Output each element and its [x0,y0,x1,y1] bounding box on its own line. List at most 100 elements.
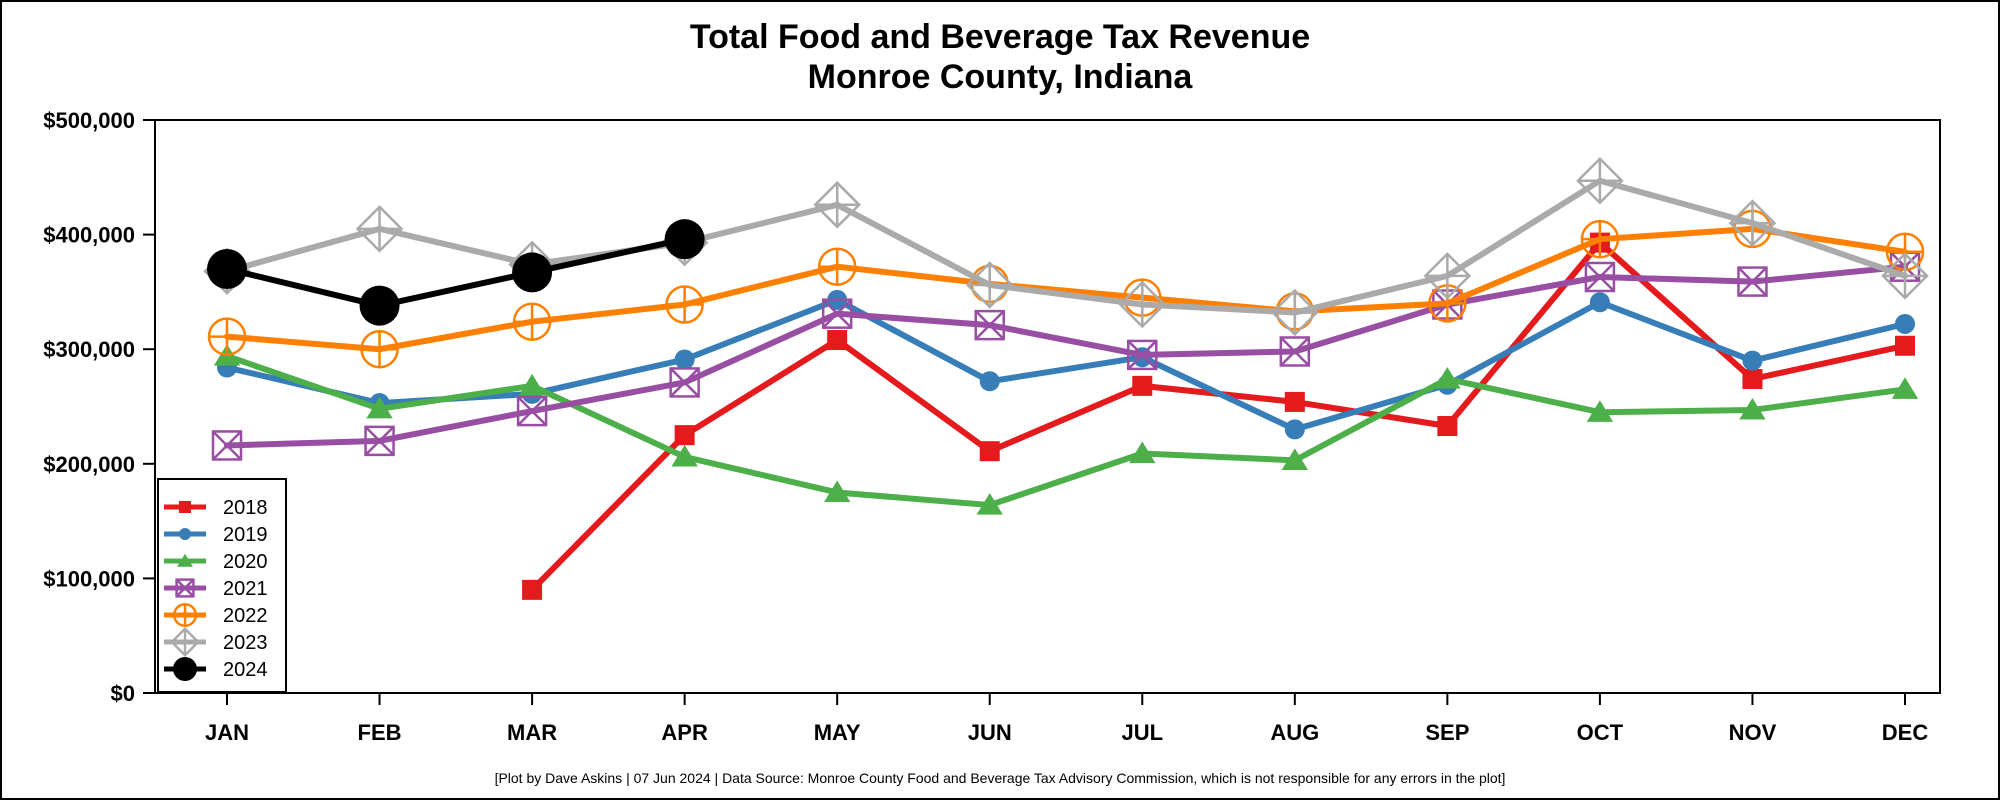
point-marker [175,578,195,598]
point-marker [179,501,191,513]
point-marker [1895,335,1915,356]
point-marker-cross [822,298,853,329]
data-point [522,579,543,600]
point-marker-cross [364,425,395,456]
series-line [224,296,1908,433]
legend-item: 2018 [164,497,268,519]
point-marker [979,371,1000,392]
point-marker [821,298,853,329]
data-point [1584,261,1616,293]
point-marker [1434,366,1461,389]
data-point [170,627,200,657]
point-marker [1281,448,1309,470]
point-marker-cross [1737,266,1768,297]
series-line [224,263,1908,449]
point-marker-cross [517,396,547,426]
data-point [173,657,197,681]
x-axis: JAN FEB MAR APR MAY JUN JUL AUG SEP OCT NOV DEC [205,693,1928,745]
series-line [224,353,1908,509]
y-tick-label: $500,000 [43,108,135,133]
point-marker [671,444,698,467]
data-point [1586,400,1614,422]
point-marker [512,252,553,293]
legend-label: 2020 [223,551,268,573]
x-tick-label: NOV [1729,720,1777,745]
legend: 2018 2019 2020 2021 2022 2023 2024 [157,478,287,693]
data-point [813,181,861,229]
point-marker [1132,375,1153,396]
data-point [671,444,698,467]
point-marker [1737,266,1768,297]
point-marker [1742,368,1763,389]
point-marker [1284,391,1305,412]
x-tick-label: OCT [1577,720,1624,745]
data-point [1423,252,1472,300]
point-marker [1584,261,1616,293]
data-point [1728,199,1777,247]
point-marker-cross [974,310,1005,341]
data-point [360,329,399,369]
point-marker [823,480,851,503]
y-tick-label: $100,000 [43,566,135,591]
point-marker-cross [1585,262,1615,292]
data-point [179,528,191,540]
data-point [979,371,1000,392]
x-tick-label: JUL [1121,720,1163,745]
x-tick-label: JUN [968,720,1012,745]
y-axis: $0 $100,000 $200,000 $300,000 $400,000 $500,0… [43,108,155,706]
data-point [1118,280,1167,329]
y-tick-label: $200,000 [43,452,135,477]
chart-title: Total Food and Beverage Tax Revenue [689,18,1311,56]
data-point [665,285,704,324]
plot-area-border [154,119,1941,694]
data-point [177,553,193,567]
legend-label: 2024 [223,659,268,681]
chart-subtitle: Monroe County, Indiana [807,58,1193,96]
data-point [817,247,857,286]
data-point [1895,335,1915,356]
y-tick-label: $0 [111,681,135,706]
point-marker [1127,339,1158,371]
data-point [175,578,195,598]
data-point [1284,391,1305,412]
point-marker [173,657,197,681]
data-point [1576,156,1624,205]
series-2023 [203,156,1929,337]
legend-label: 2021 [223,578,268,600]
data-point [1580,219,1620,259]
data-point [359,285,400,326]
point-marker [364,425,395,457]
data-point [1739,397,1766,420]
data-point [1881,252,1929,300]
data-point [827,330,848,351]
data-point [979,441,1000,462]
data-point [518,373,546,396]
point-marker-cross [175,578,195,598]
data-point [179,501,191,513]
point-marker [211,430,243,461]
data-point [1271,288,1319,337]
y-tick-label: $300,000 [43,337,135,362]
point-marker [674,425,695,446]
data-point [1589,292,1610,313]
legend-label: 2019 [223,524,268,546]
data-point [1281,448,1309,470]
data-point [674,425,695,446]
point-marker [207,248,247,289]
chart-caption: [Plot by Dave Askins | 07 Jun 2024 | Dat… [494,770,1506,786]
point-marker [1129,441,1156,464]
series-line [224,225,1908,353]
point-marker [516,395,548,427]
point-marker [1437,415,1458,436]
data-point [172,602,198,628]
data-point [1434,366,1461,389]
legend-item: 2019 [164,524,268,546]
legend-label: 2023 [223,632,268,654]
data-point [976,493,1003,515]
data-point [512,252,553,293]
x-tick-label: AUG [1270,720,1319,745]
point-marker [1895,313,1915,334]
x-tick-label: APR [661,720,708,745]
